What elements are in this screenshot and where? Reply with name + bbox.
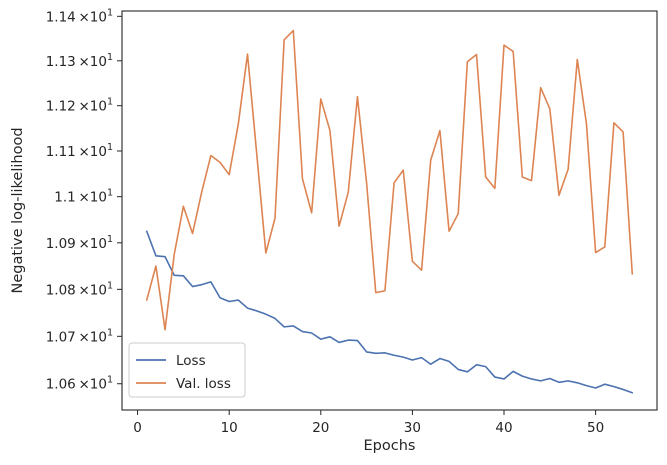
y-tick-mantissa: 1.06 (46, 377, 76, 393)
y-tick-label: 1.08 ×101 (46, 280, 113, 298)
legend-label-loss: Loss (176, 353, 206, 369)
y-tick-exponent: 1 (107, 52, 113, 63)
series-layer (145, 29, 634, 394)
x-tick-label: 40 (495, 420, 512, 436)
x-tick-label: 30 (404, 420, 421, 436)
y-tick-label: 1.14 ×101 (46, 7, 113, 25)
y-tick-mantissa: 1.08 (46, 282, 76, 298)
y-tick-base: ×10 (78, 236, 107, 252)
y-tick-base: ×10 (78, 9, 107, 25)
x-axis-label: Epochs (364, 438, 416, 454)
plot-frame (121, 10, 658, 411)
x-axis: 0 10 20 30 40 50 (133, 410, 604, 436)
y-tick-base: ×10 (78, 54, 107, 70)
legend-label-val-loss: Val. loss (176, 376, 231, 392)
y-tick-base: ×10 (78, 190, 107, 206)
x-tick-label: 10 (221, 420, 238, 436)
series-line-loss (145, 230, 634, 394)
y-tick-label: 1.09 ×101 (46, 234, 113, 252)
y-tick-exponent: 1 (107, 375, 113, 386)
y-tick-mantissa: 1.14 (46, 9, 76, 25)
y-tick-label: 1.11 ×101 (46, 142, 113, 160)
x-tick-label: 0 (133, 420, 142, 436)
y-tick-exponent: 1 (107, 327, 113, 338)
y-tick-base: ×10 (78, 377, 107, 393)
legend: Loss Val. loss (128, 342, 246, 398)
y-tick-mantissa: 1.1 (54, 190, 75, 206)
y-tick-label: 1.1 ×101 (54, 188, 113, 206)
y-tick-exponent: 1 (107, 7, 113, 18)
x-tick-label: 50 (587, 420, 604, 436)
y-tick-label: 1.13 ×101 (46, 52, 113, 70)
series-line-val-loss (145, 29, 634, 331)
y-tick-label: 1.06 ×101 (46, 375, 113, 393)
y-tick-mantissa: 1.11 (46, 144, 76, 160)
y-tick-exponent: 1 (107, 234, 113, 245)
y-tick-mantissa: 1.09 (46, 236, 76, 252)
y-tick-exponent: 1 (107, 97, 113, 108)
y-tick-base: ×10 (78, 144, 107, 160)
y-tick-exponent: 1 (107, 280, 113, 291)
x-tick-label: 20 (312, 420, 329, 436)
y-tick-mantissa: 1.12 (46, 99, 76, 115)
y-tick-label: 1.12 ×101 (46, 97, 113, 115)
y-tick-label: 1.07 ×101 (46, 327, 113, 345)
y-tick-base: ×10 (78, 282, 107, 298)
y-axis-label: Negative log-likelihood (10, 127, 26, 293)
y-tick-base: ×10 (78, 329, 107, 345)
y-tick-mantissa: 1.13 (46, 54, 76, 70)
y-tick-exponent: 1 (107, 142, 113, 153)
y-tick-base: ×10 (78, 99, 107, 115)
y-tick-mantissa: 1.07 (46, 329, 76, 345)
y-tick-exponent: 1 (107, 188, 113, 199)
